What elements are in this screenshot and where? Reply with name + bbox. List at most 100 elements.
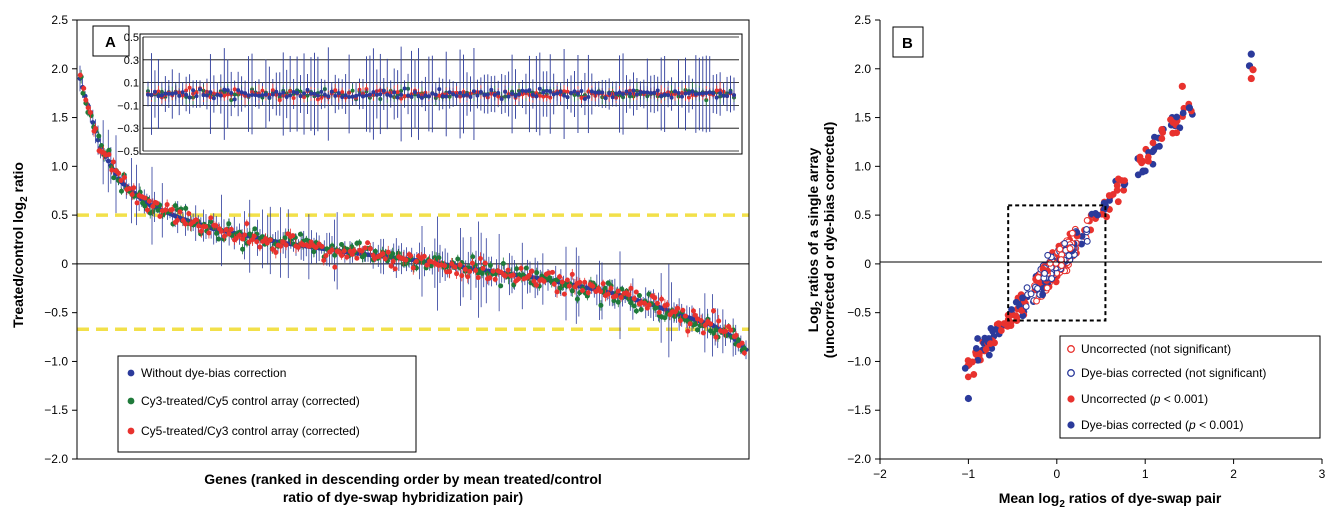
cy5-point bbox=[365, 240, 371, 246]
inset-green-point bbox=[232, 92, 237, 97]
corrected-ns-point bbox=[1065, 252, 1073, 260]
panel-b-y-axis-label-line2: (uncorrected or dye-bias corrected) bbox=[821, 122, 837, 359]
inset-red-point bbox=[270, 88, 275, 93]
cy5-point bbox=[642, 300, 648, 306]
cy5-point bbox=[564, 277, 570, 283]
inset-blue-point bbox=[693, 92, 698, 97]
inset-green-point bbox=[704, 98, 709, 103]
cy5-point bbox=[613, 293, 619, 299]
cy5-point bbox=[154, 200, 160, 206]
uncorrected-significant-point bbox=[1004, 311, 1012, 319]
corrected-ns-point bbox=[1061, 239, 1069, 247]
corrected-significant-point bbox=[1078, 232, 1086, 240]
inset-blue-point bbox=[676, 91, 681, 96]
cy5-point bbox=[447, 269, 453, 275]
notable-point bbox=[1247, 50, 1255, 58]
inset-blue-point bbox=[607, 91, 612, 96]
cy3-point bbox=[662, 315, 668, 321]
inset-blue-point bbox=[652, 90, 657, 95]
panel-a-plot-frame bbox=[76, 19, 750, 460]
inset-blue-point bbox=[645, 90, 650, 95]
cy5-point bbox=[534, 282, 540, 288]
inset-blue-point bbox=[579, 89, 584, 94]
cy5-point bbox=[144, 207, 150, 213]
panel-a-y-tick-label: 0.5 bbox=[51, 208, 68, 222]
cy3-point bbox=[216, 236, 222, 242]
cy5-point bbox=[121, 175, 127, 181]
inset-blue-point bbox=[465, 92, 470, 97]
inset-blue-point bbox=[426, 94, 431, 99]
cy5-point bbox=[526, 272, 532, 278]
cy5-point bbox=[221, 233, 227, 239]
inset-blue-point bbox=[416, 94, 421, 99]
inset-blue-point bbox=[374, 92, 379, 97]
inset-blue-point bbox=[614, 91, 619, 96]
cy5-point bbox=[741, 350, 747, 356]
legend-marker-uncorrected-ns bbox=[1067, 345, 1075, 353]
uncorrected-significant-point bbox=[969, 358, 976, 366]
cy5-point bbox=[351, 248, 357, 254]
cy3-point bbox=[282, 235, 288, 241]
cy5-point bbox=[480, 265, 486, 271]
inset-blue-point bbox=[333, 93, 338, 98]
inset-blue-point bbox=[326, 94, 331, 99]
inset-blue-point bbox=[603, 96, 608, 101]
inset-blue-point bbox=[707, 90, 712, 95]
panel-b-y-tick-label: −0.5 bbox=[847, 306, 871, 320]
inset-blue-point bbox=[159, 93, 164, 98]
cy5-point bbox=[482, 260, 488, 266]
panel-b-legend: Uncorrected (not significant) Dye-bias c… bbox=[1059, 335, 1321, 439]
panel-b-x-tick-label: 0 bbox=[1053, 467, 1060, 481]
legend-label-uncorrected-sig: Uncorrected (p < 0.001) bbox=[1081, 392, 1208, 406]
cy3-point bbox=[523, 265, 529, 271]
cy5-point bbox=[278, 243, 284, 249]
inset-blue-point bbox=[329, 89, 334, 94]
uncorrected-significant-point bbox=[970, 371, 978, 378]
cy5-point bbox=[728, 327, 734, 333]
cy3-point bbox=[356, 240, 362, 246]
corrected-ns-point bbox=[1023, 284, 1031, 292]
panel-a-legend-box bbox=[117, 355, 417, 453]
inset-blue-point bbox=[548, 89, 553, 94]
corrected-significant-point bbox=[1149, 148, 1156, 156]
inset-green-point bbox=[229, 98, 234, 103]
cy5-point bbox=[344, 254, 350, 260]
cy5-point bbox=[126, 186, 132, 192]
inset-blue-point bbox=[582, 96, 587, 101]
cy5-point bbox=[341, 248, 347, 254]
panel-b: 2.5 2.0 1.5 1.0 0.5 0 −0.5 −1.0 −1.5 −2.0 −2 −1 0 1 2… bbox=[805, 13, 1326, 510]
inset-blue-point bbox=[621, 92, 626, 97]
cy3-point bbox=[80, 90, 86, 96]
inset-red-point bbox=[291, 95, 296, 100]
inset-blue-point bbox=[406, 93, 411, 98]
cy5-point bbox=[169, 206, 175, 212]
cy5-point bbox=[502, 273, 508, 279]
cy5-point bbox=[93, 126, 99, 132]
inset-blue-point bbox=[208, 90, 213, 95]
cy5-point bbox=[339, 253, 345, 259]
cy5-point bbox=[218, 228, 224, 234]
inset-blue-point bbox=[288, 93, 293, 98]
cy5-point bbox=[723, 328, 729, 334]
cy5-point bbox=[110, 159, 116, 165]
inset-blue-point bbox=[492, 93, 497, 98]
inset-blue-point bbox=[648, 90, 653, 95]
cy5-point bbox=[687, 321, 693, 327]
cy3-point bbox=[96, 133, 102, 139]
cy5-point bbox=[566, 283, 572, 289]
panel-a-y-tick-label: −1.0 bbox=[44, 354, 68, 368]
inset-blue-point bbox=[236, 88, 241, 93]
panel-b-y-tick-label: 2.5 bbox=[854, 13, 871, 27]
inset-blue-point bbox=[558, 89, 563, 94]
cy5-point bbox=[490, 268, 496, 274]
inset-blue-point bbox=[659, 94, 664, 99]
inset-blue-point bbox=[565, 95, 570, 100]
inset-red-point bbox=[562, 89, 567, 94]
inset-blue-point bbox=[600, 90, 605, 95]
inset-blue-point bbox=[371, 90, 376, 95]
legend-label-uncorrected-ns: Uncorrected (not significant) bbox=[1081, 342, 1231, 356]
inset-blue-point bbox=[263, 92, 268, 97]
cy5-point bbox=[685, 328, 691, 334]
inset-blue-point bbox=[586, 94, 591, 99]
inset-blue-point bbox=[256, 93, 261, 98]
